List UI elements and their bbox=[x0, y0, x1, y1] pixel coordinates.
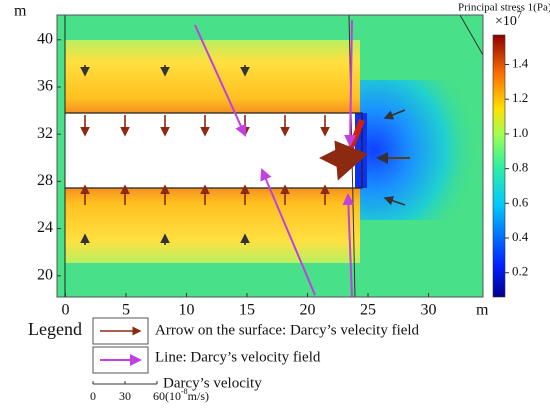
legend-title: Legend bbox=[28, 319, 82, 339]
colorbar-tick-label: 0.2 bbox=[512, 264, 528, 279]
scale-tick-label: 30 bbox=[119, 389, 131, 403]
plot-frame bbox=[56, 14, 484, 298]
colorbar-tick-label: 1.2 bbox=[512, 90, 528, 105]
colorbar-multiplier: ×107 bbox=[495, 10, 522, 29]
x-tick-label: 0 bbox=[61, 302, 69, 319]
scale-tick-label: 60(10 bbox=[153, 389, 181, 403]
velocity-scale: 0 30 60(10-8m/s) bbox=[90, 381, 209, 403]
flow-arrows bbox=[80, 19, 410, 298]
scale-unit: m/s) bbox=[188, 389, 209, 403]
x-unit: m bbox=[476, 302, 489, 319]
legend-entry: Arrow on the surface: Darcy’s velecity f… bbox=[155, 322, 420, 338]
legend-entry: Line: Darcy’s velocity field bbox=[155, 349, 321, 365]
colorbar-tick-label: 1.0 bbox=[512, 125, 528, 140]
field bbox=[57, 14, 484, 298]
y-tick-label: 20 bbox=[37, 266, 53, 283]
colorbar-tick-label: 0.8 bbox=[512, 160, 528, 175]
x-tick-label: 25 bbox=[360, 302, 376, 319]
x-tick-label: 30 bbox=[421, 302, 437, 319]
legend-box bbox=[92, 346, 149, 374]
y-tick-label: 32 bbox=[37, 125, 53, 142]
axes: 0 5 10 15 20 25 30 20 24 28 32 36 40 0.2 0.4 0.6 0.8 1.0 1… bbox=[37, 30, 529, 318]
x-tick-label: 5 bbox=[122, 302, 130, 319]
colorbar bbox=[492, 34, 506, 298]
colorbar-title: Principal stress 1(Pa) bbox=[458, 2, 550, 14]
legend: Legend Arrow on the surface: Darcy’s vel… bbox=[28, 317, 420, 403]
x-tick-label: 10 bbox=[178, 302, 194, 319]
x-tick-label: 15 bbox=[239, 302, 255, 319]
colorbar-tick-label: 0.6 bbox=[512, 194, 529, 209]
y-tick-label: 28 bbox=[37, 172, 53, 189]
scale-unit-exponent: -8 bbox=[181, 387, 188, 396]
scale-tick-label: 0 bbox=[90, 389, 96, 403]
y-tick-label: 24 bbox=[37, 219, 53, 236]
colorbar-tick-label: 0.4 bbox=[512, 229, 529, 244]
x-tick-label: 20 bbox=[300, 302, 316, 319]
scale-tick-label: 60(10-8m/s) bbox=[153, 387, 209, 403]
scale-label: Darcy’s velocity bbox=[163, 375, 262, 391]
y-tick-label: 36 bbox=[37, 78, 53, 95]
y-tick-label: 40 bbox=[37, 30, 53, 47]
colorbar-tick-label: 1.4 bbox=[512, 55, 529, 70]
y-unit: m bbox=[14, 3, 27, 20]
legend-box bbox=[92, 317, 149, 345]
